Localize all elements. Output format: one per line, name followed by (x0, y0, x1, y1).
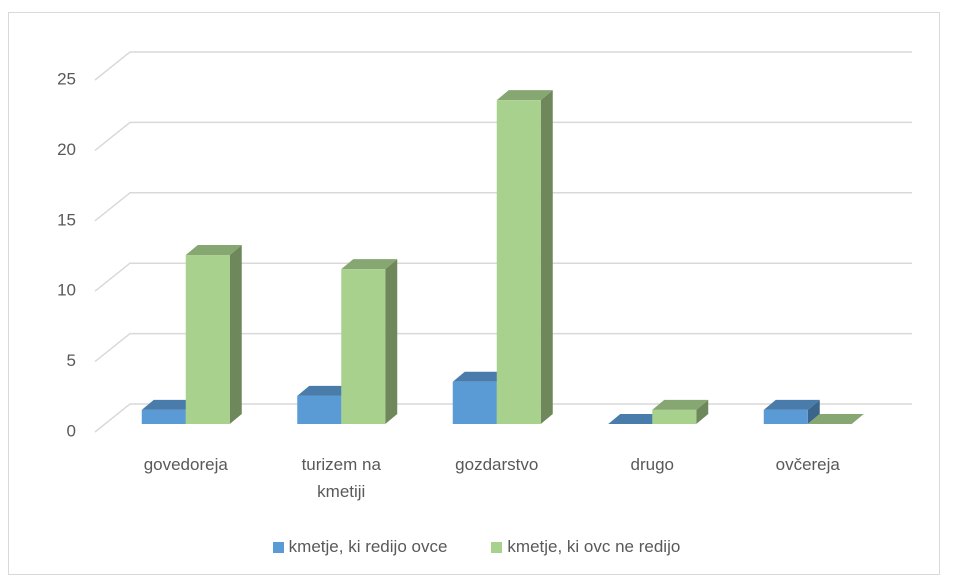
bar-top (807, 414, 864, 424)
bar (652, 399, 709, 424)
bar-top (141, 399, 198, 410)
y-tick-label: 10 (57, 281, 76, 300)
bar-top (496, 90, 553, 101)
bar-front (452, 381, 497, 424)
bar-top (452, 371, 509, 382)
bar-top (185, 245, 242, 256)
bar-side (807, 399, 820, 424)
bar (807, 414, 864, 424)
x-tick-label: gozdarstvo (455, 455, 539, 474)
bar-front (763, 409, 808, 424)
bar-front (341, 269, 386, 424)
bar (763, 399, 820, 424)
bar-front (496, 100, 541, 424)
grid-line (94, 121, 912, 151)
bar-top (763, 399, 820, 410)
legend-swatch (272, 541, 284, 553)
legend-swatch (491, 541, 503, 553)
y-tick-label: 25 (57, 69, 76, 88)
bar-front (297, 395, 342, 424)
x-tick-label: turizem na kmetiji (301, 455, 381, 501)
grid-line (94, 262, 912, 292)
y-tick-label: 20 (57, 140, 76, 159)
chart-border (8, 12, 940, 575)
bar-side (385, 259, 398, 424)
x-tick-label: drugo (630, 455, 674, 474)
bar-top (652, 399, 709, 410)
bar (496, 90, 553, 424)
bar-front (141, 409, 186, 424)
legend-item: kmetje, ki ovc ne redijo (491, 537, 680, 557)
y-tick-label: 5 (67, 351, 76, 370)
bar-front (185, 255, 230, 424)
grid-line (94, 332, 912, 363)
bar (185, 245, 242, 424)
bar-side (696, 399, 709, 424)
bar-side (229, 245, 242, 424)
legend: kmetje, ki redijo ovce kmetje, ki ovc ne … (0, 537, 953, 557)
grid-line (94, 192, 912, 222)
grid-line (94, 403, 912, 433)
y-tick-label: 0 (67, 421, 76, 440)
legend-label: kmetje, ki redijo ovce (288, 537, 448, 556)
legend-label: kmetje, ki ovc ne redijo (507, 537, 681, 556)
x-tick-label: govedoreja (143, 455, 228, 474)
y-tick-label: 15 (57, 210, 76, 229)
bar (608, 414, 665, 424)
x-tick-label: ovčereja (775, 455, 840, 474)
bar-front (652, 409, 697, 424)
bar-top (608, 414, 665, 424)
bar (341, 259, 398, 424)
grid-line (94, 51, 912, 81)
bar-top (341, 259, 398, 270)
bar-side (540, 90, 553, 424)
legend-item: kmetje, ki redijo ovce (272, 537, 448, 557)
bar-top (297, 385, 354, 396)
